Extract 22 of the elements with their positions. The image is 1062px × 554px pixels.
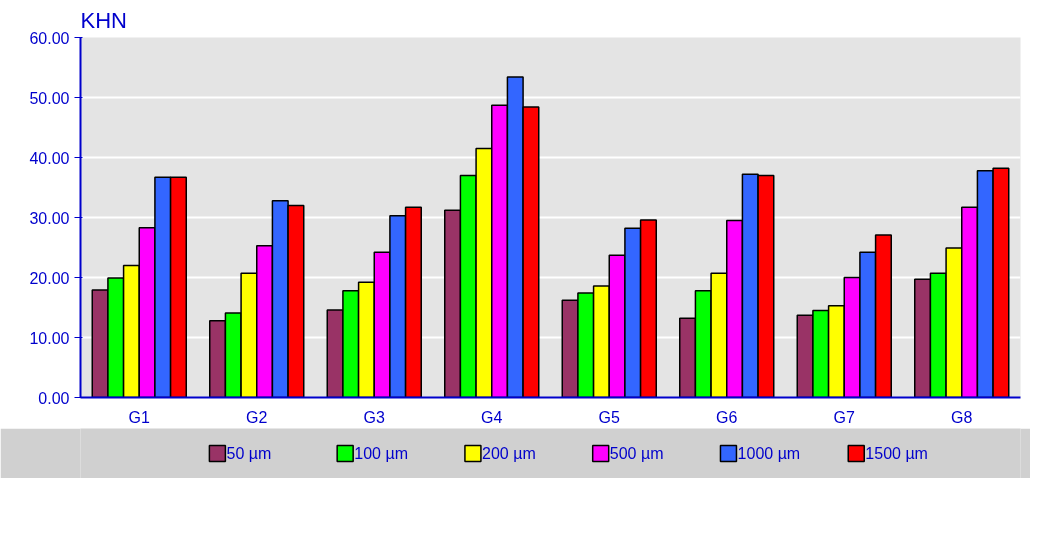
y-tick-label: 40.00 xyxy=(29,149,70,167)
y-tick-label: 0.00 xyxy=(38,389,70,407)
legend-label: 500 µm xyxy=(609,445,664,462)
legend-label: 1000 µm xyxy=(737,445,801,462)
y-tick-label: 30.00 xyxy=(29,209,70,227)
x-tick-label: G3 xyxy=(363,408,386,426)
x-tick-label: G8 xyxy=(951,408,973,426)
y-tick-label: 10.00 xyxy=(29,329,70,347)
x-tick-label: G2 xyxy=(246,408,268,426)
y-axis-title: KHN xyxy=(80,7,127,33)
y-tick-label: 20.00 xyxy=(29,269,70,287)
legend-label: 100 µm xyxy=(354,445,408,462)
legend-label: 200 µm xyxy=(482,445,536,462)
x-tick-label: G7 xyxy=(833,408,856,426)
legend-label: 1500 µm xyxy=(865,445,928,462)
x-tick-label: G4 xyxy=(481,408,503,426)
x-tick-label: G5 xyxy=(598,408,621,426)
x-tick-label: G1 xyxy=(128,408,151,426)
y-tick-label: 60.00 xyxy=(29,29,70,47)
legend-label: 50 µm xyxy=(226,445,272,462)
y-tick-label: 50.00 xyxy=(29,89,70,107)
x-tick-label: G6 xyxy=(716,408,738,426)
